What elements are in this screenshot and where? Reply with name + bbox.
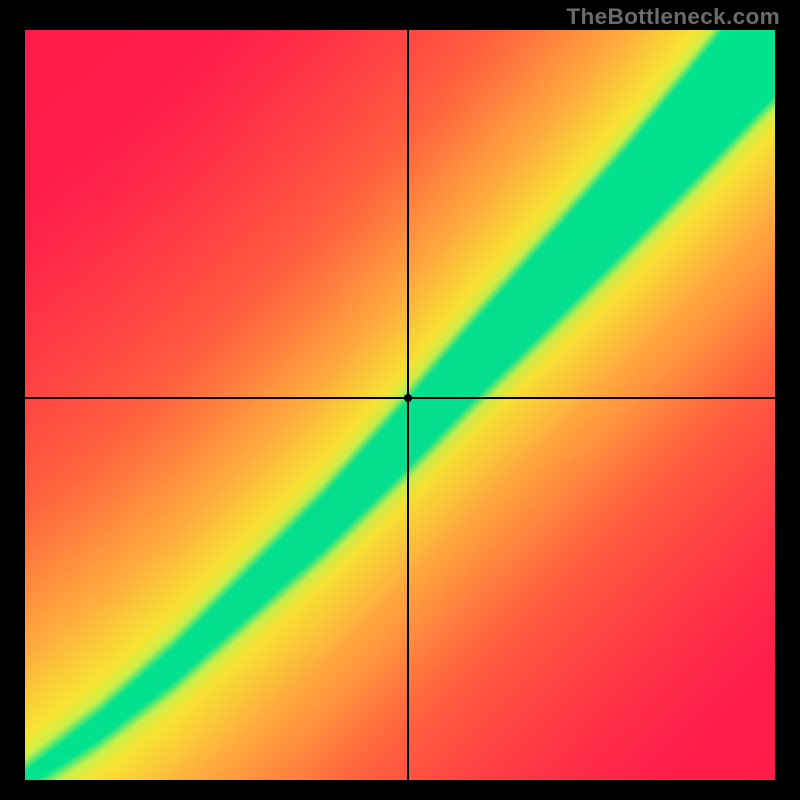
crosshair-vertical	[407, 30, 409, 780]
crosshair-horizontal	[25, 397, 775, 399]
bottleneck-heatmap	[25, 30, 775, 780]
chart-container: TheBottleneck.com	[0, 0, 800, 800]
watermark-text: TheBottleneck.com	[566, 4, 780, 30]
crosshair-marker	[404, 394, 412, 402]
